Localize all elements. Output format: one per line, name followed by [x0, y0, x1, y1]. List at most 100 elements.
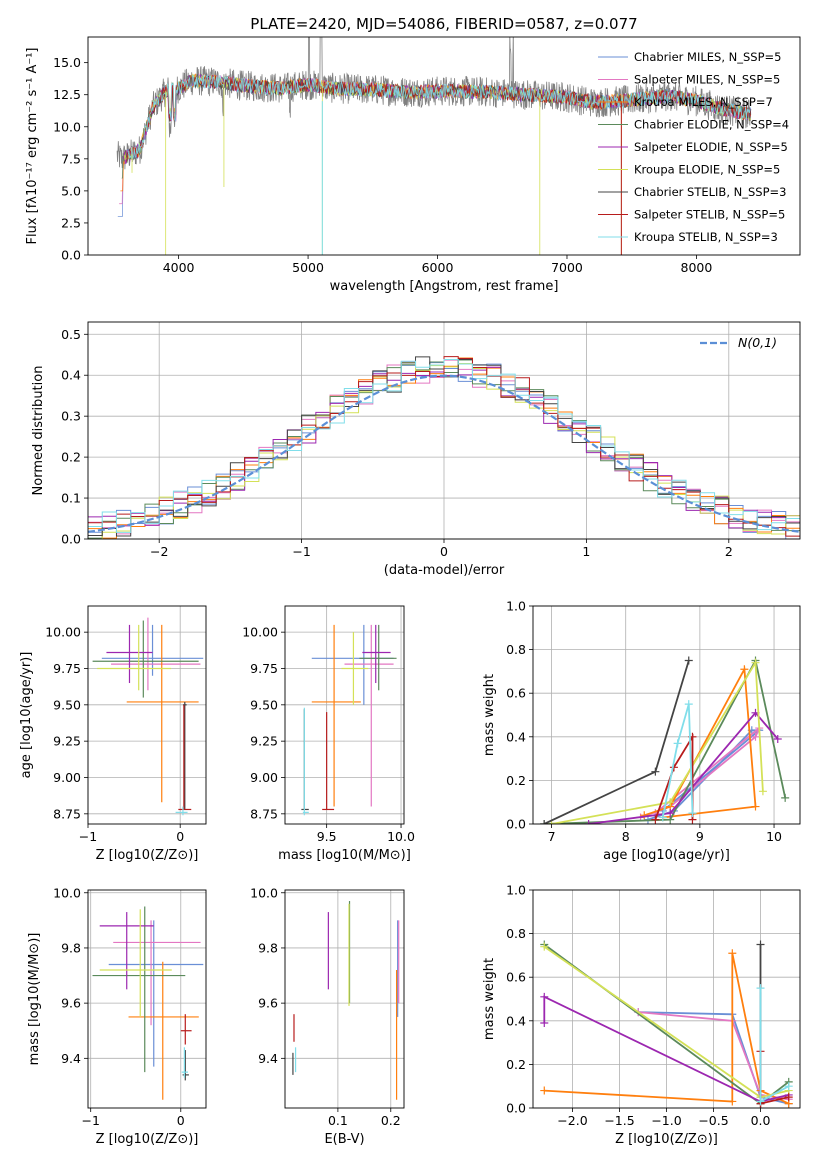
spectrum-model-line — [126, 75, 751, 162]
y-tick-label: 0.6 — [506, 970, 526, 985]
y-tick-label: 9.6 — [258, 996, 278, 1011]
weight-line — [588, 711, 779, 824]
spectrum-lines — [116, 37, 752, 255]
spectrum-frame — [87, 36, 801, 256]
x-tick-label: 7000 — [551, 260, 583, 275]
spectrum-legend: Chabrier MILES, N_SSP=5 Salpeter MILES, N… — [598, 50, 789, 244]
y-tick-label: 0.0 — [61, 248, 81, 263]
x-tick-label: 4000 — [163, 260, 195, 275]
y-tick-label: 0.4 — [506, 729, 526, 744]
weight-marker — [784, 1082, 793, 1091]
weight-marker — [684, 700, 693, 709]
mass_vs_ebv-points — [292, 901, 400, 1100]
weight-line — [543, 995, 789, 1103]
x-axis-label: Z [log10(Z/Z⊙)] — [96, 848, 199, 863]
y-tick-label: 0.1 — [61, 491, 81, 506]
weight-marker — [651, 815, 660, 824]
x-axis-label: wavelength [Angstrom, rest frame] — [330, 279, 559, 294]
weight-marker — [773, 734, 782, 743]
spectrum-axes: 4000 5000 6000 7000 8000 0.0 2.5 5.0 7.5 10.0 12.5… — [25, 48, 712, 295]
x-tick-label: 5000 — [292, 260, 324, 275]
x-tick-label: 0 — [440, 544, 448, 559]
weight-line — [654, 733, 694, 820]
weight-marker — [651, 767, 660, 776]
legend-entry: Chabrier ELODIE, N_SSP=4 — [634, 118, 789, 132]
y-tick-label: 7.5 — [61, 151, 81, 166]
x-axis-label: Z [log10(Z/Z⊙)] — [96, 1132, 199, 1147]
y-axis-label: mass weight — [482, 674, 497, 756]
x-tick-label: 0 — [177, 1113, 185, 1128]
y-tick-label: 12.5 — [53, 87, 81, 102]
y-tick-label: 0.8 — [506, 642, 526, 657]
y-tick-label: 0.2 — [506, 1057, 526, 1072]
y-tick-label: 10.0 — [250, 885, 278, 900]
y-tick-label: 2.5 — [61, 215, 81, 230]
x-tick-label: −0.5 — [698, 1113, 728, 1128]
y-tick-label: 0.6 — [506, 686, 526, 701]
legend-entry: N(0,1) — [738, 335, 777, 350]
mass_vs_Z-frame — [87, 889, 207, 1109]
weight-marker — [728, 1097, 737, 1106]
weight-marker — [758, 787, 767, 796]
x-axis-label: mass [log10(M/M⊙)] — [278, 848, 411, 863]
y-tick-label: 0.0 — [506, 817, 526, 832]
y-axis-label: Normed distribution — [31, 366, 46, 496]
weight_vs_age-frame — [532, 605, 801, 825]
x-tick-label: −1 — [79, 829, 97, 844]
x-tick-label: 0 — [176, 829, 184, 844]
weight-marker — [756, 984, 765, 993]
y-axis-label: Flux [fλ10⁻¹⁷ erg cm⁻² s⁻¹ A⁻¹] — [25, 48, 40, 245]
weight-line — [661, 703, 694, 818]
x-tick-label: 10.0 — [387, 829, 415, 844]
weight_vs_Z-series — [540, 940, 793, 1108]
y-tick-label: 9.4 — [258, 1051, 278, 1066]
x-tick-label: 7 — [548, 829, 556, 844]
legend-entry: Chabrier STELIB, N_SSP=3 — [634, 185, 786, 199]
histogram-series — [88, 359, 800, 533]
y-tick-label: 9.50 — [250, 697, 278, 712]
age_vs_mass-frame — [284, 605, 405, 825]
spectrum-model-line — [127, 74, 751, 159]
legend-entry: Kroupa ELODIE, N_SSP=5 — [634, 163, 780, 177]
y-tick-label: 9.25 — [250, 734, 278, 749]
weight-marker — [540, 820, 549, 824]
weight-marker — [684, 656, 693, 665]
y-tick-label: 0.3 — [61, 409, 81, 424]
x-tick-label: 1 — [582, 544, 590, 559]
mass_vs_Z-points — [92, 906, 204, 1100]
y-tick-label: 9.4 — [61, 1051, 81, 1066]
weight-marker — [540, 942, 549, 951]
weight-marker — [673, 739, 682, 748]
y-tick-label: 0.2 — [61, 450, 81, 465]
residuals-axes: −2 −1 0 1 2 0.0 0.1 0.2 0.3 0.4 0.5 (data-model)/er… — [31, 322, 800, 578]
legend-entry: Kroupa STELIB, N_SSP=3 — [634, 230, 778, 244]
weight_vs_age-series — [540, 656, 790, 824]
x-tick-label: −1 — [81, 1113, 99, 1128]
y-tick-label: 9.8 — [61, 940, 81, 955]
x-tick-label: 8 — [622, 829, 630, 844]
x-tick-label: −1.5 — [604, 1113, 634, 1128]
y-tick-label: 9.50 — [53, 697, 81, 712]
figure-title: PLATE=2420, MJD=54086, FIBERID=0587, z=0… — [250, 15, 637, 33]
y-tick-label: 1.0 — [506, 883, 526, 898]
normal-curve-line — [88, 374, 800, 533]
legend-entry: Kroupa MILES, N_SSP=7 — [634, 95, 773, 109]
y-axis-label: age [log10(age/yr)] — [19, 652, 34, 779]
weight-marker — [740, 665, 749, 674]
x-tick-label: 0.1 — [328, 1113, 348, 1128]
y-tick-label: 9.25 — [53, 734, 81, 749]
y-axis-label: mass [log10(M/M⊙)] — [27, 933, 42, 1066]
weight_vs_Z-frame — [532, 889, 801, 1109]
weight-marker — [640, 811, 649, 820]
weight-marker — [540, 992, 549, 1001]
x-tick-label: 6000 — [422, 260, 454, 275]
x-tick-label: −1.0 — [651, 1113, 681, 1128]
y-tick-label: 1.0 — [506, 599, 526, 614]
y-tick-label: 9.00 — [250, 770, 278, 785]
weight-marker — [781, 793, 790, 802]
weight-marker — [784, 1093, 793, 1102]
legend-entry: Chabrier MILES, N_SSP=5 — [634, 50, 781, 64]
y-tick-label: 0.0 — [506, 1101, 526, 1116]
x-tick-label: 0.0 — [751, 1113, 771, 1128]
legend-entry: Salpeter ELODIE, N_SSP=5 — [634, 140, 788, 154]
